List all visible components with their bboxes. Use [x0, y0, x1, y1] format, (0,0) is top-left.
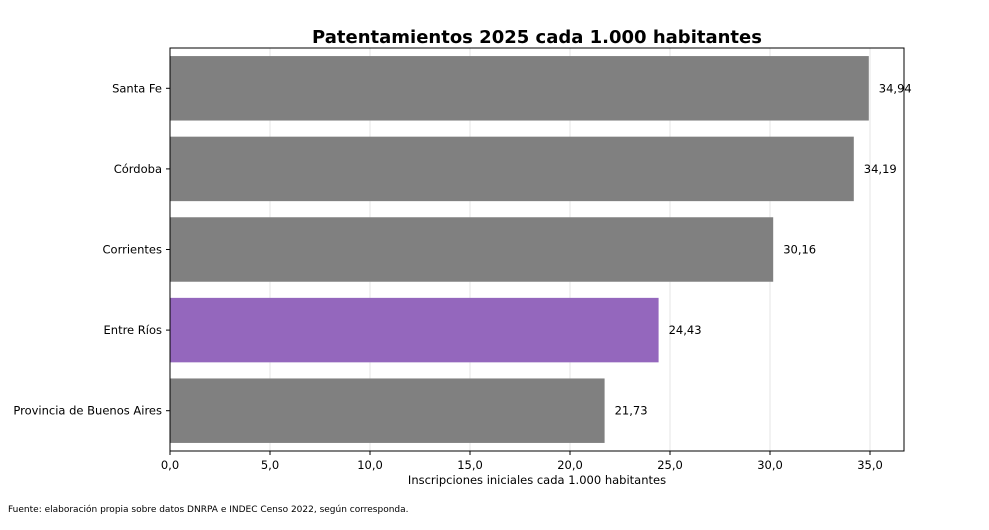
bar-value-label: 34,19 [864, 162, 897, 176]
bar-value-label: 30,16 [783, 243, 816, 257]
x-axis-label: Inscripciones iniciales cada 1.000 habit… [408, 473, 666, 487]
y-tick-label: Santa Fe [112, 81, 162, 95]
x-tick-label: 20,0 [557, 458, 583, 472]
bar [170, 297, 659, 363]
bar [170, 217, 774, 282]
bar-value-label: 34,94 [879, 81, 912, 95]
bar [170, 56, 869, 121]
x-tick-label: 10,0 [357, 458, 383, 472]
bar [170, 378, 605, 443]
source-note: Fuente: elaboración propia sobre datos D… [8, 505, 409, 515]
bar-value-label: 24,43 [669, 323, 702, 337]
y-axis-ticks: Santa Fe Córdoba Corrientes Entre Ríos Provi… [13, 81, 170, 418]
x-tick-label: 5,0 [261, 458, 279, 472]
x-tick-label: 25,0 [657, 458, 683, 472]
x-axis-ticks: 0,0 5,0 10,0 15,0 20,0 25,0 30,0 35,0 [161, 451, 883, 472]
bar [170, 136, 854, 202]
x-tick-label: 15,0 [457, 458, 483, 472]
bar-value-label: 21,73 [615, 404, 648, 418]
x-tick-label: 35,0 [857, 458, 883, 472]
y-tick-label: Córdoba [114, 162, 162, 176]
y-tick-label: Corrientes [103, 243, 162, 257]
chart: Patentamientos 2025 cada 1.000 habitante… [13, 27, 912, 487]
x-tick-label: 0,0 [161, 458, 179, 472]
y-tick-label: Provincia de Buenos Aires [13, 404, 162, 418]
y-tick-label: Entre Ríos [104, 323, 162, 337]
bars: 34,94 34,19 30,16 24,43 21,73 [170, 56, 912, 443]
chart-title: Patentamientos 2025 cada 1.000 habitante… [312, 27, 762, 48]
x-tick-label: 30,0 [757, 458, 783, 472]
